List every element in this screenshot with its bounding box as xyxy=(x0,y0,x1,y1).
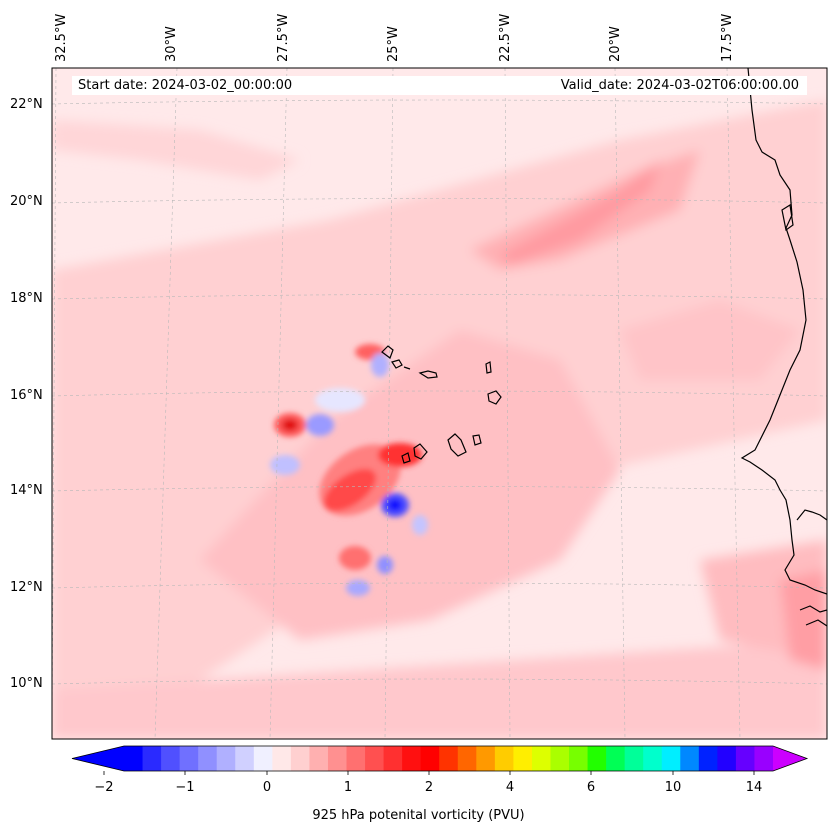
colorbar-swatch xyxy=(754,746,774,771)
colorbar-tick-label: −1 xyxy=(175,780,195,795)
colorbar-swatch xyxy=(643,746,663,771)
colorbar-swatch xyxy=(698,746,718,771)
coastline xyxy=(381,68,827,627)
colorbar-swatch xyxy=(346,746,366,771)
colorbar-swatch xyxy=(161,746,181,771)
lon-label: 25°W xyxy=(386,26,401,62)
colorbar-tick-label: 2 xyxy=(424,780,434,795)
valid-date-label: Valid_date: 2024-03-02T06:00:00.00 xyxy=(560,78,799,93)
colorbar-swatch xyxy=(216,746,236,771)
colorbar-swatch xyxy=(661,746,681,771)
colorbar-swatch xyxy=(198,746,218,771)
lon-label: 30°W xyxy=(164,26,179,62)
colorbar-swatch xyxy=(494,746,514,771)
colorbar-swatch xyxy=(420,746,440,771)
pv-field-layer xyxy=(52,100,827,739)
colorbar-extend-high xyxy=(773,746,807,771)
lat-label: 16°N xyxy=(10,388,43,403)
colorbar-swatch xyxy=(272,746,292,771)
pv-features-layer xyxy=(270,344,428,596)
colorbar-swatch xyxy=(587,746,607,771)
lat-label: 12°N xyxy=(10,580,43,595)
colorbar-tick-label: 14 xyxy=(745,780,763,795)
colorbar-swatch xyxy=(439,746,459,771)
start-date-label: Start date: 2024-03-02_00:00:00 xyxy=(78,78,293,93)
colorbar xyxy=(71,745,809,775)
colorbar-extend-low xyxy=(72,746,124,771)
colorbar-swatch xyxy=(717,746,737,771)
colorbar-swatch xyxy=(735,746,755,771)
colorbar-swatch xyxy=(235,746,255,771)
colorbar-swatch xyxy=(402,746,422,771)
map-gridlines xyxy=(52,68,827,739)
colorbar-tick-label: 6 xyxy=(586,780,596,795)
colorbar-swatch xyxy=(531,746,551,771)
colorbar-tick-label: 1 xyxy=(343,780,353,795)
colorbar-swatch xyxy=(142,746,162,771)
lon-label: 32.5°W xyxy=(54,13,69,62)
lat-label: 14°N xyxy=(10,483,43,498)
colorbar-swatch xyxy=(569,746,589,771)
colorbar-swatch xyxy=(309,746,329,771)
colorbar-swatch xyxy=(624,746,644,771)
lon-label: 27.5°W xyxy=(276,13,291,62)
colorbar-swatch xyxy=(383,746,403,771)
colorbar-swatch xyxy=(290,746,310,771)
colorbar-swatch xyxy=(513,746,533,771)
lat-label: 22°N xyxy=(10,97,43,112)
colorbar-tick-label: −2 xyxy=(94,780,114,795)
lon-label: 22.5°W xyxy=(498,13,513,62)
colorbar-swatch xyxy=(179,746,199,771)
colorbar-swatch xyxy=(680,746,700,771)
lat-label: 20°N xyxy=(10,194,43,209)
lat-label: 18°N xyxy=(10,291,43,306)
colorbar-swatch xyxy=(365,746,385,771)
lon-label: 20°W xyxy=(608,26,623,62)
colorbar-swatch xyxy=(124,746,144,771)
colorbar-swatch xyxy=(457,746,477,771)
colorbar-tick-label: 10 xyxy=(664,780,682,795)
colorbar-swatch xyxy=(550,746,570,771)
colorbar-outline xyxy=(71,745,809,772)
lat-label: 10°N xyxy=(10,676,43,691)
colorbar-swatch xyxy=(476,746,496,771)
colorbar-swatch xyxy=(606,746,626,771)
colorbar-tick-label: 4 xyxy=(505,780,515,795)
colorbar-tick-label: 0 xyxy=(262,780,272,795)
map-frame xyxy=(51,67,828,740)
colorbar-swatch xyxy=(253,746,273,771)
colorbar-swatch xyxy=(327,746,348,771)
lon-label: 17.5°W xyxy=(720,13,735,62)
colorbar-label: 925 hPa potenital vorticity (PVU) xyxy=(312,808,525,823)
info-bar: Start date: 2024-03-02_00:00:00 Valid_da… xyxy=(72,76,807,95)
